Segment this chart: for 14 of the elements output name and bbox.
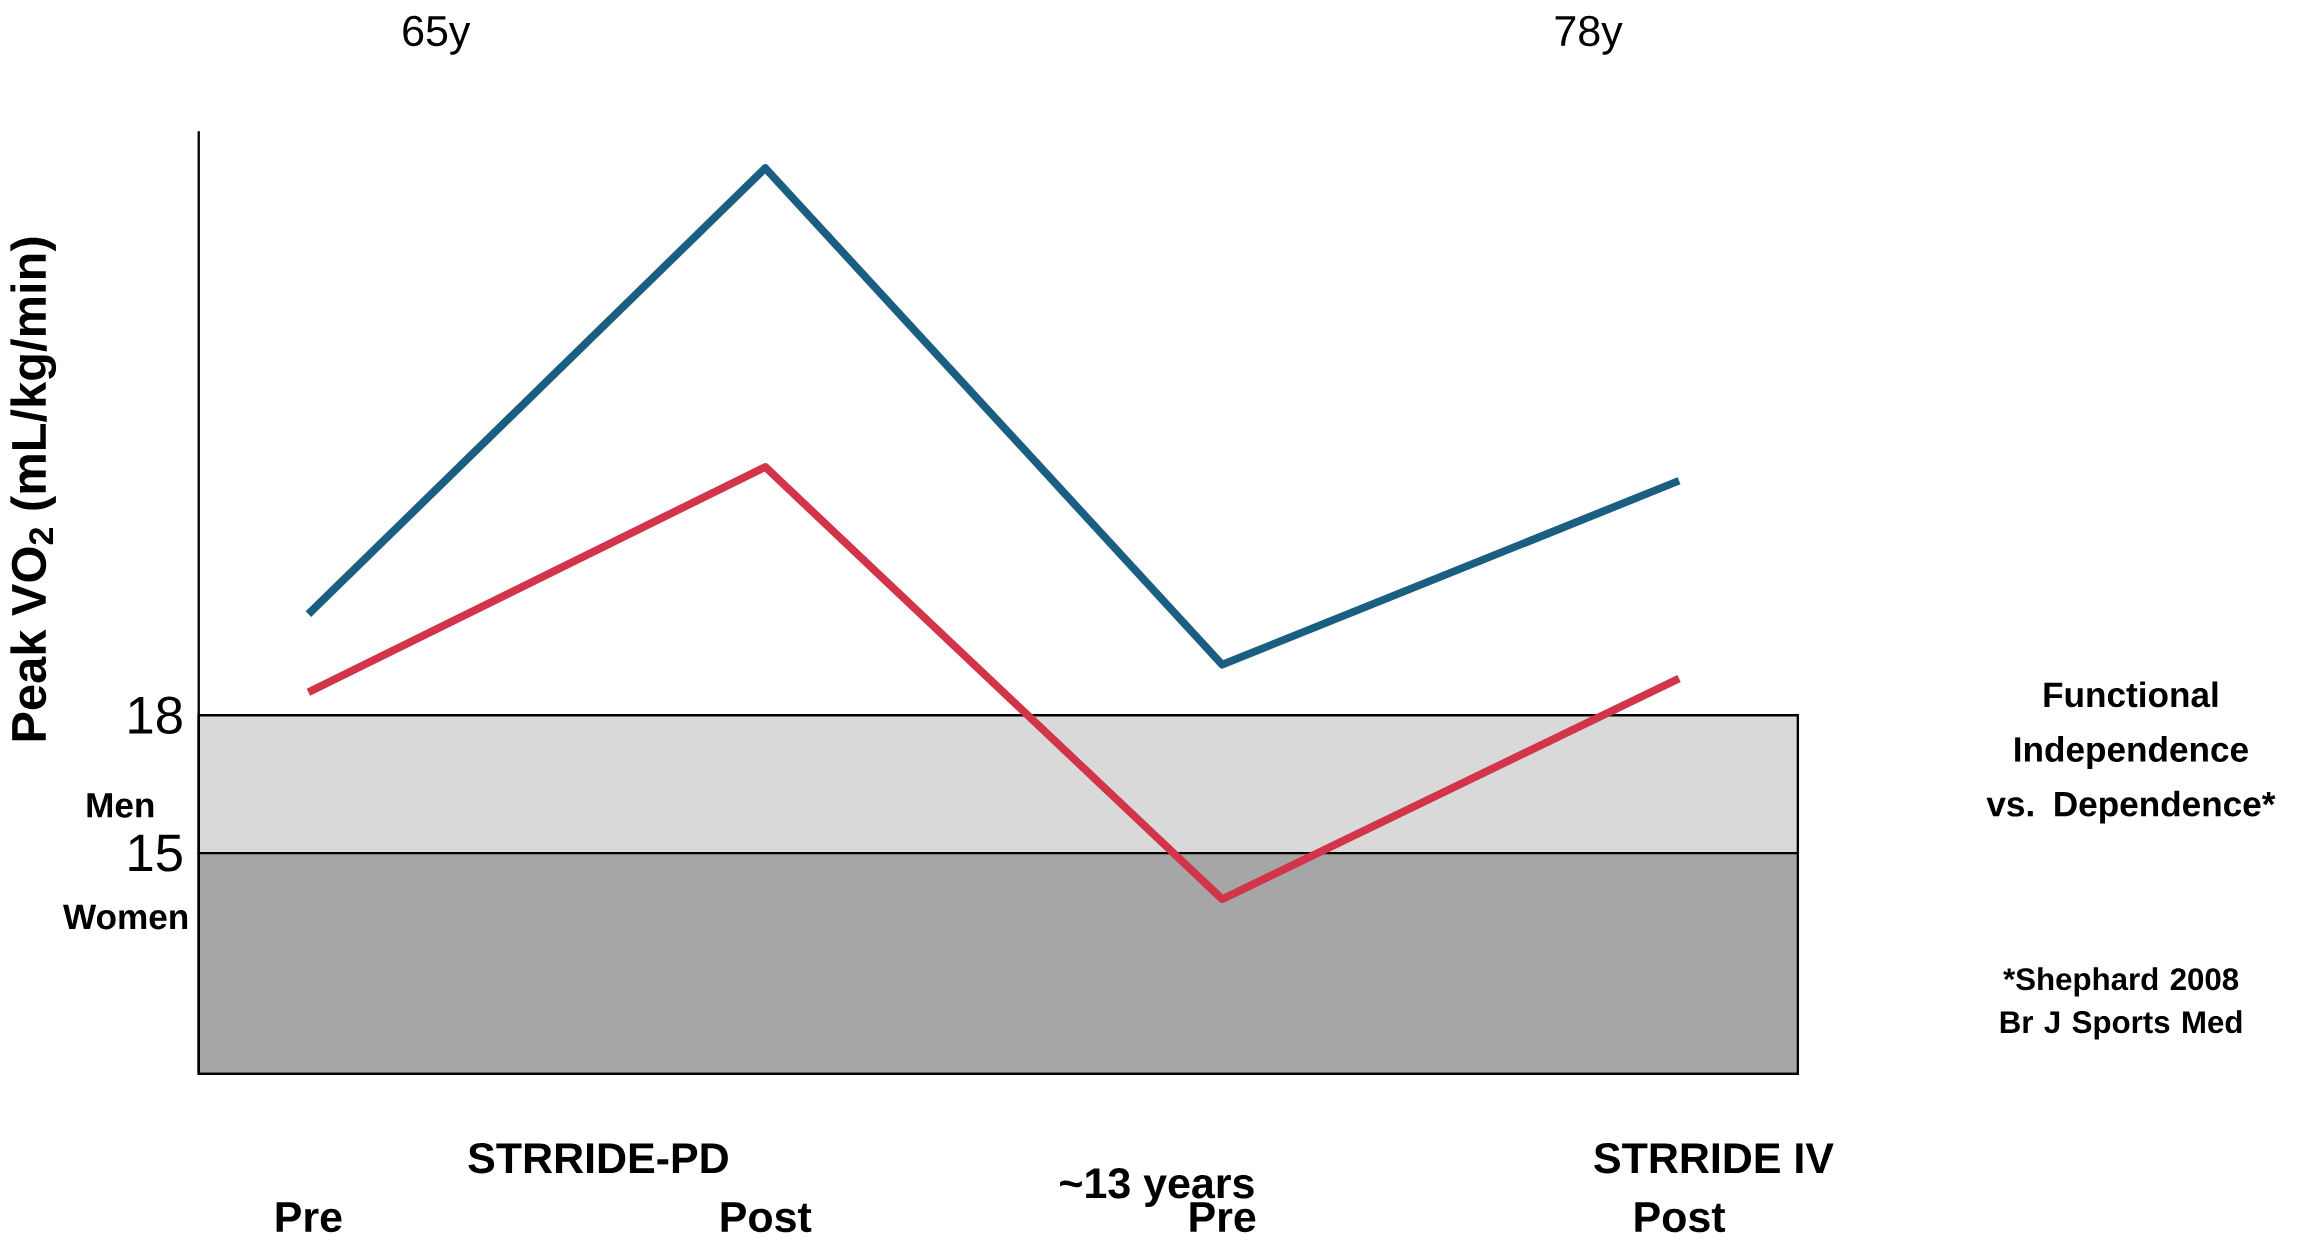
band-label: Men: [87, 792, 154, 818]
band-label: Women: [63, 904, 188, 930]
x-tick-label: Post: [1635, 1202, 1726, 1233]
text: *Shephard 2008 Br J Sports Med: [2000, 967, 2242, 1040]
text: 78y: [1555, 15, 1623, 55]
x-tick-label: Post: [721, 1202, 812, 1233]
y-axis-title: Peak VO$_{2}$ (mL/kg/min): [10, 237, 57, 741]
text: 65y: [403, 15, 471, 55]
text: STRRIDE-PD: [468, 1142, 728, 1174]
text: Functional Independence vs. Dependence*: [1986, 681, 2276, 824]
y-tick-label: 18: [129, 696, 182, 734]
x-tick-label: Pre: [276, 1202, 342, 1233]
y-tick-label: 15: [129, 834, 182, 872]
text: STRRIDE IV: [1594, 1142, 1834, 1174]
